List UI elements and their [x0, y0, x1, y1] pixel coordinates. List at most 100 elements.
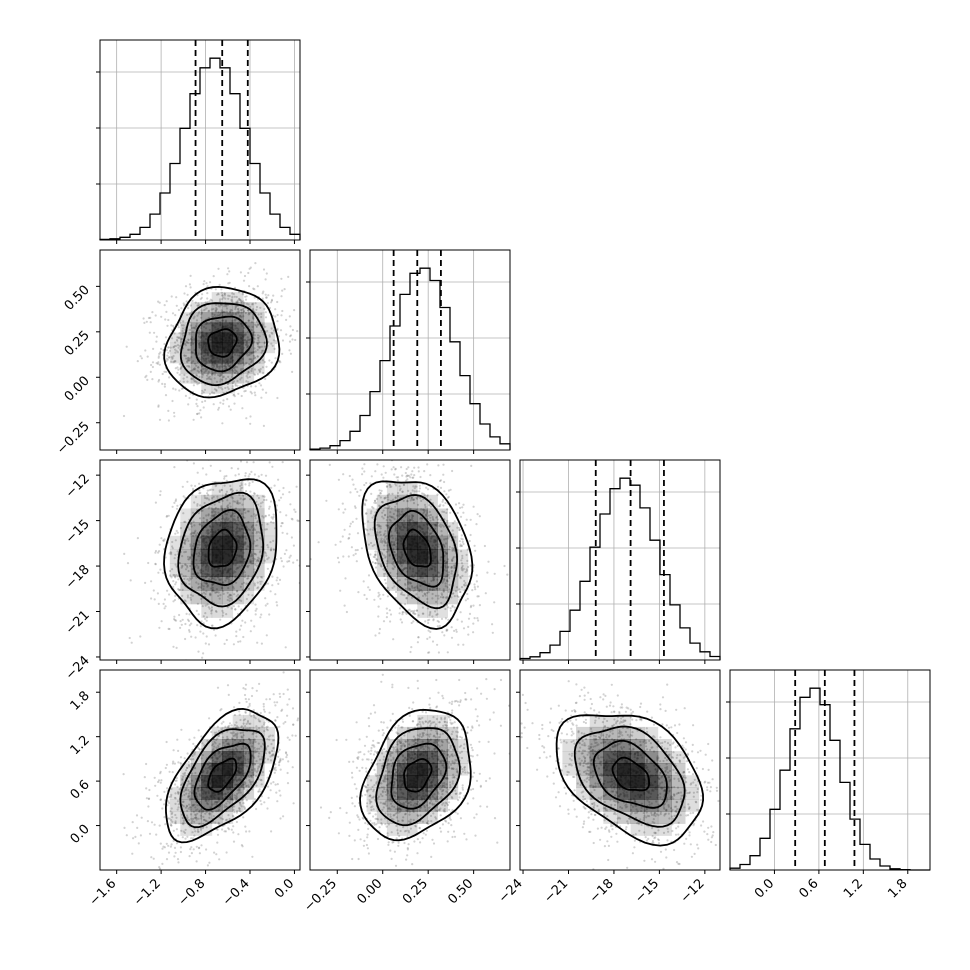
scatter-point	[139, 355, 142, 358]
density-cell	[201, 549, 213, 564]
density-cell	[447, 522, 459, 537]
scatter-point	[194, 636, 197, 639]
scatter-point	[234, 305, 237, 308]
scatter-point	[400, 510, 404, 513]
scatter-point	[369, 541, 373, 545]
scatter-point	[339, 589, 342, 592]
scatter-point	[199, 339, 202, 342]
scatter-point	[185, 300, 188, 303]
scatter-point	[213, 377, 216, 380]
scatter-point	[239, 640, 242, 643]
scatter-point	[410, 582, 413, 585]
scatter-point	[376, 524, 379, 527]
scatter-point	[171, 337, 174, 340]
scatter-point	[264, 604, 267, 607]
scatter-point	[198, 523, 201, 526]
scatter-point	[402, 611, 405, 614]
scatter-point	[404, 479, 408, 482]
scatter-point	[465, 568, 468, 571]
density-cell	[190, 563, 202, 577]
scatter-point	[236, 301, 239, 304]
scatter-point	[192, 532, 196, 535]
scatter-point	[313, 335, 315, 337]
scatter-point	[209, 758, 212, 761]
scatter-point	[215, 307, 218, 310]
scatter-point	[395, 539, 398, 542]
scatter-point	[419, 577, 422, 580]
scatter-point	[216, 365, 219, 368]
scatter-point	[190, 343, 193, 347]
scatter-point	[383, 497, 386, 500]
scatter-point	[221, 311, 224, 314]
scatter-point	[269, 734, 272, 737]
scatter-point	[257, 503, 260, 506]
scatter-point	[192, 317, 195, 320]
scatter-point	[506, 573, 509, 576]
density-cell	[397, 590, 408, 605]
scatter-point	[200, 757, 203, 760]
scatter-point	[188, 630, 191, 633]
scatter-point	[187, 357, 190, 360]
scatter-point	[184, 539, 187, 542]
density-cell	[417, 535, 428, 550]
scatter-point	[472, 631, 475, 634]
scatter-point	[247, 371, 250, 374]
scatter-point	[219, 401, 222, 404]
scatter-point	[449, 511, 452, 514]
scatter-point	[178, 344, 181, 347]
scatter-point	[412, 485, 415, 488]
scatter-point	[181, 555, 184, 558]
scatter-point	[188, 577, 191, 580]
scatter-point	[453, 520, 456, 523]
scatter-point	[238, 291, 241, 294]
scatter-point	[442, 543, 445, 546]
scatter-point	[200, 584, 203, 587]
scatter-point	[252, 308, 255, 311]
scatter-point	[151, 361, 155, 364]
density-cell	[211, 481, 223, 496]
scatter-point	[187, 359, 190, 362]
scatter-point	[280, 447, 282, 449]
density-cell	[222, 481, 234, 496]
scatter-point	[265, 296, 268, 299]
scatter-point	[397, 508, 400, 511]
scatter-point	[236, 726, 239, 729]
scatter-point	[151, 378, 154, 381]
scatter-point	[416, 587, 419, 590]
scatter-point	[342, 473, 345, 476]
scatter-point	[242, 745, 245, 748]
scatter-point	[221, 298, 224, 301]
scatter-point	[234, 383, 237, 386]
density-cell	[201, 522, 213, 537]
scatter-point	[192, 418, 195, 421]
scatter-point	[233, 319, 237, 322]
scatter-point	[259, 367, 262, 371]
scatter-point	[348, 536, 351, 540]
scatter-point	[215, 308, 218, 311]
scatter-point	[196, 624, 199, 627]
density-cell	[201, 508, 213, 523]
pair-panel-1-2	[309, 444, 511, 661]
density-cell	[232, 363, 244, 374]
scatter-point	[276, 328, 279, 332]
scatter-point	[186, 752, 189, 755]
scatter-point	[412, 444, 414, 446]
scatter-point	[256, 285, 259, 288]
scatter-point	[210, 624, 214, 627]
density-cell	[232, 481, 244, 496]
scatter-point	[380, 489, 383, 492]
scatter-point	[243, 571, 246, 574]
scatter-point	[279, 510, 282, 514]
scatter-point	[258, 369, 262, 372]
scatter-point	[178, 562, 181, 565]
scatter-point	[397, 495, 400, 498]
scatter-point	[380, 473, 383, 476]
scatter-point	[223, 484, 226, 487]
scatter-point	[434, 594, 437, 597]
scatter-point	[397, 491, 400, 495]
scatter-point	[253, 356, 256, 359]
scatter-point	[226, 398, 229, 401]
scatter-point	[173, 796, 177, 799]
scatter-point	[225, 577, 228, 580]
scatter-point	[184, 563, 187, 566]
